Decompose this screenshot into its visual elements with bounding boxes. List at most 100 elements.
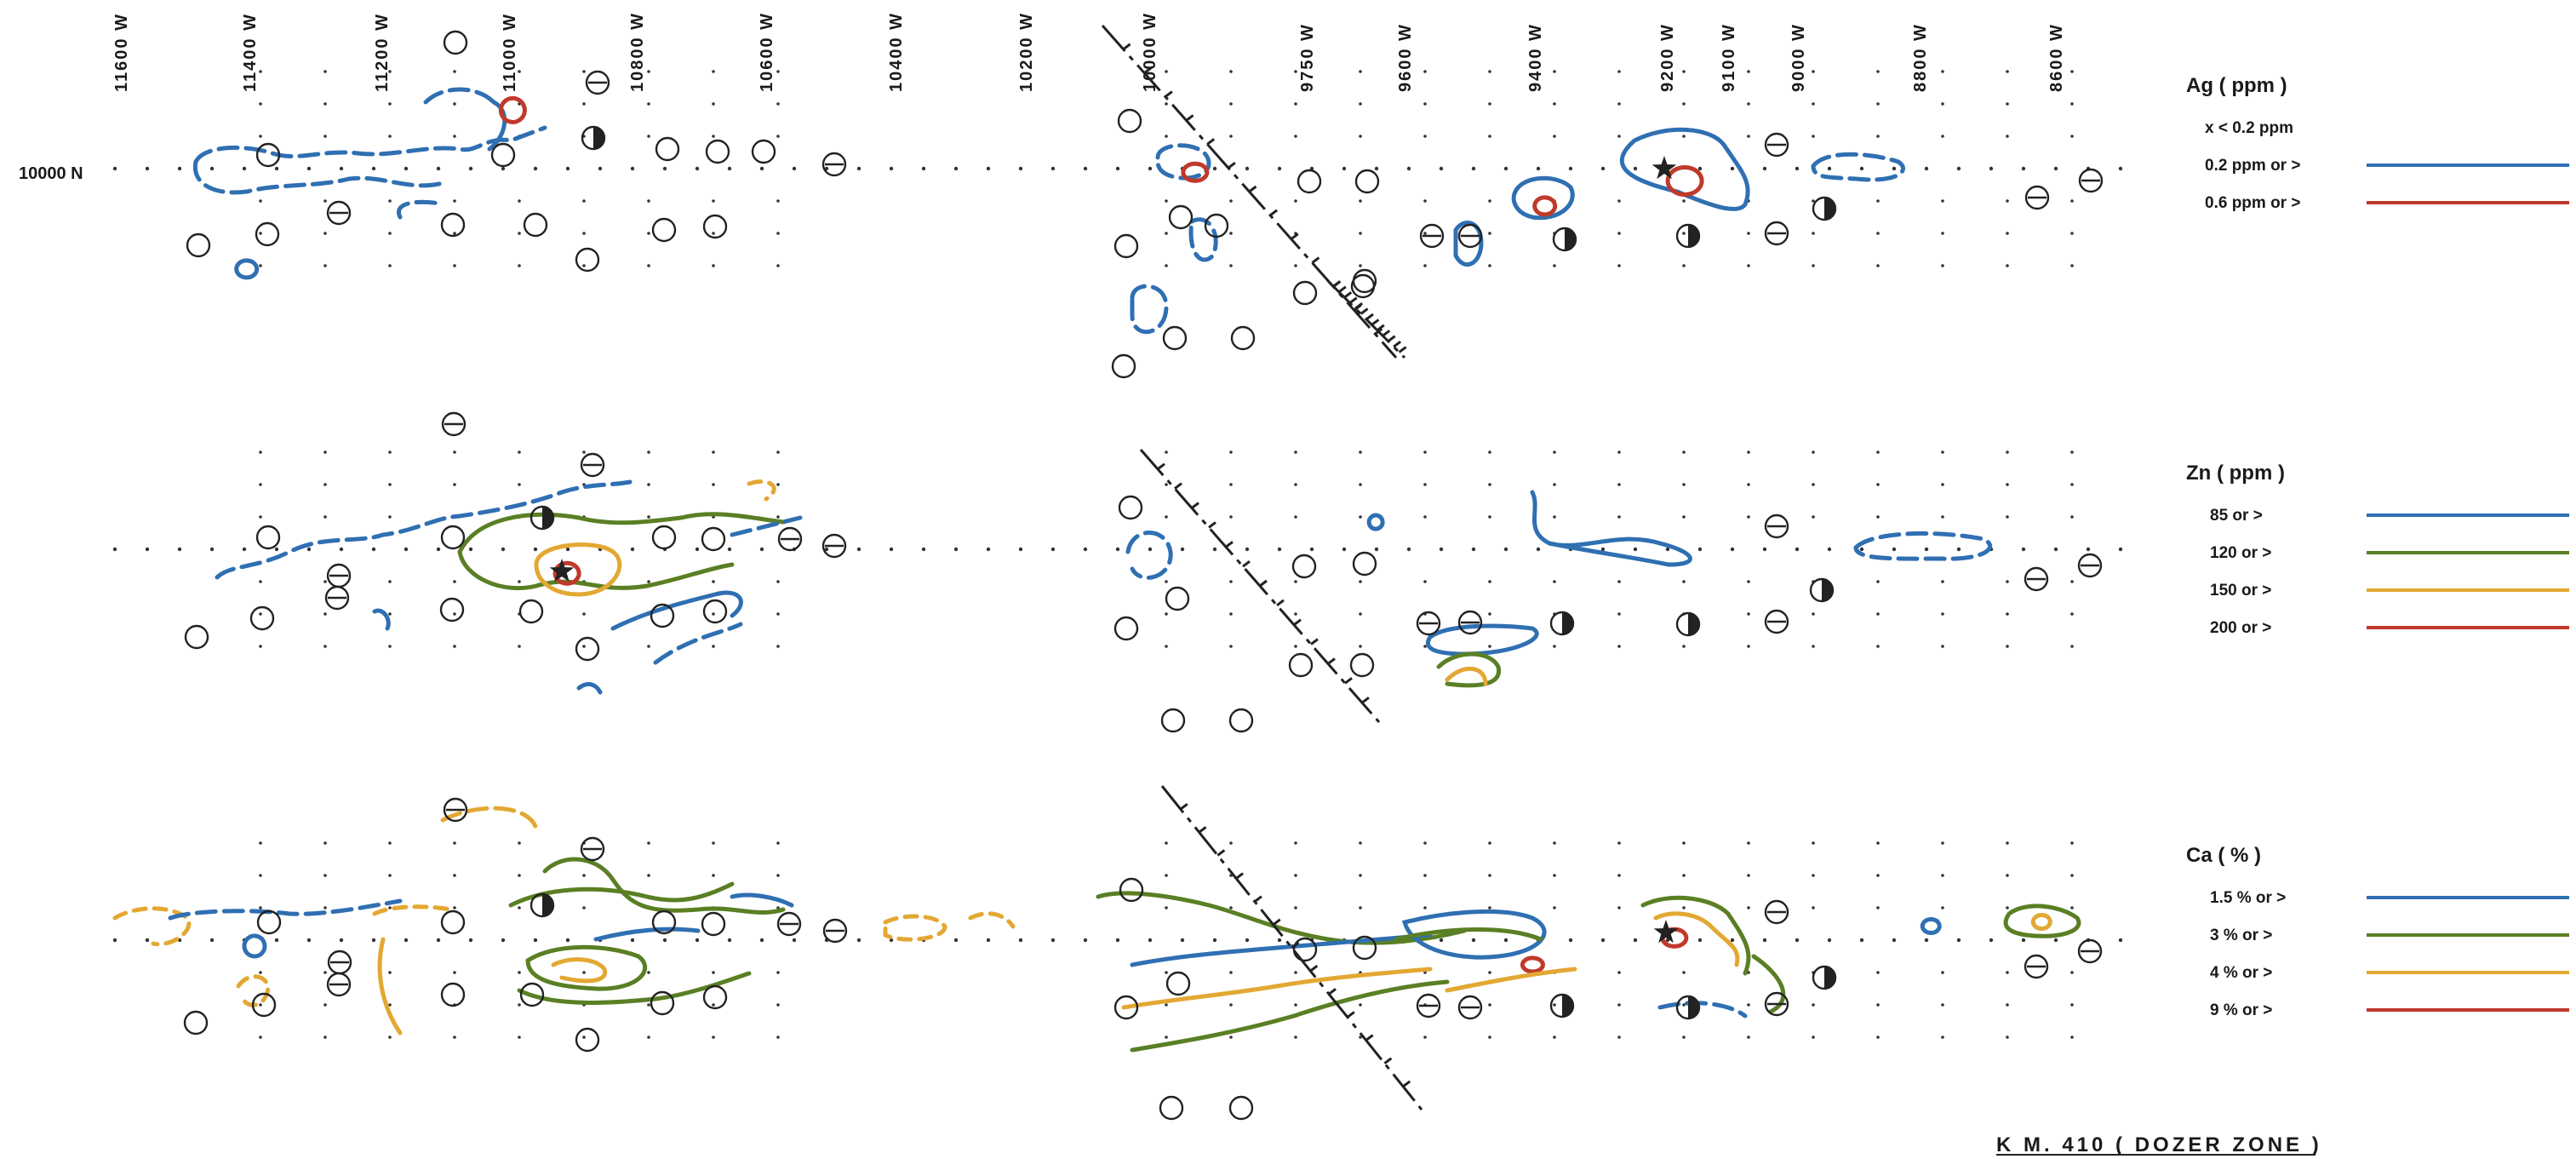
sample-symbol xyxy=(530,505,555,531)
fault-line xyxy=(1160,785,1423,1110)
legend-item-label: x < 0.2 ppm xyxy=(2205,119,2293,137)
column-label: 10600 W xyxy=(758,12,776,92)
sample-symbol xyxy=(1419,223,1445,249)
sample-symbol xyxy=(822,918,848,944)
column-label: 9750 W xyxy=(1298,23,1317,92)
sample-symbol xyxy=(575,247,600,273)
contour-line xyxy=(1096,891,1467,945)
legend-item-label: 120 or > xyxy=(2210,544,2271,562)
sample-symbol xyxy=(821,152,847,177)
sample-symbol xyxy=(776,911,802,937)
contour-line xyxy=(1520,955,1545,974)
sample-symbol xyxy=(1204,213,1229,238)
sample-symbol xyxy=(580,452,605,478)
sample-symbol xyxy=(326,200,352,226)
contour-line xyxy=(112,906,192,947)
legend-item-label: 0.6 ppm or > xyxy=(2205,194,2300,212)
contour-line xyxy=(372,608,391,631)
contour-line xyxy=(552,560,581,586)
sample-symbol xyxy=(1675,995,1701,1020)
sample-symbol xyxy=(1350,273,1376,299)
contour-line xyxy=(1530,490,1692,567)
contour-line xyxy=(440,806,539,831)
sample-symbol xyxy=(1764,221,1789,246)
sample-symbol xyxy=(440,525,466,550)
sample-symbol xyxy=(1354,169,1380,194)
sample-symbol xyxy=(1168,204,1194,230)
contour-line xyxy=(525,944,648,991)
contour-line xyxy=(542,857,786,915)
sample-symbol xyxy=(255,525,281,550)
map-panel xyxy=(112,25,2123,379)
sample-symbol xyxy=(1416,993,1441,1018)
sample-symbol xyxy=(1809,577,1835,603)
sample-symbol xyxy=(1228,1095,1254,1121)
contour-line xyxy=(551,957,608,984)
contour-line xyxy=(1394,927,1543,942)
sample-symbol xyxy=(1165,586,1190,611)
contour-line xyxy=(2003,904,2081,938)
contour-line xyxy=(457,512,786,554)
contour-line xyxy=(534,542,622,597)
sample-symbol xyxy=(751,139,776,164)
legend-item-label: 3 % or > xyxy=(2210,927,2272,944)
sample-symbol xyxy=(1549,993,1575,1018)
map-title-footer: K M. 410 ( DOZER ZONE ) xyxy=(1996,1133,2322,1156)
sample-symbol xyxy=(1812,965,1837,990)
sample-symbol xyxy=(2077,938,2103,964)
contour-line xyxy=(372,904,454,916)
fault-line xyxy=(1326,279,1407,359)
sample-symbol xyxy=(651,909,677,935)
column-label: 10800 W xyxy=(628,12,647,92)
sample-symbol xyxy=(651,217,677,243)
sample-symbol xyxy=(701,911,726,937)
sample-symbol xyxy=(1291,554,1317,579)
sample-symbol xyxy=(441,411,467,437)
sample-symbol xyxy=(702,599,728,624)
contour-line xyxy=(1426,623,1539,657)
legend-item-label: 9 % or > xyxy=(2210,1001,2272,1019)
contour-line xyxy=(377,937,403,1036)
contour-line xyxy=(2030,912,2052,931)
sample-symbol xyxy=(575,636,600,662)
column-label: 8800 W xyxy=(1911,23,1930,92)
contour-line xyxy=(1532,195,1558,217)
legend-block: Ca ( % ) 1.5 % or > 3 % or > 4 % or > 9 % or… xyxy=(2186,844,2569,1019)
contour-line xyxy=(1121,967,1433,1010)
contour-line xyxy=(1665,165,1704,197)
contour-line xyxy=(730,892,794,908)
contour-line xyxy=(1181,161,1210,183)
sample-symbol xyxy=(184,624,209,650)
sample-symbol xyxy=(1113,995,1139,1020)
contour-line xyxy=(236,974,271,1007)
contour-line xyxy=(1125,531,1173,580)
legend-item-label: 0.2 ppm or > xyxy=(2205,157,2300,175)
sample-symbol xyxy=(326,972,352,997)
column-label: 10400 W xyxy=(887,12,906,92)
sample-symbol xyxy=(1352,935,1377,961)
sample-symbol xyxy=(1352,551,1377,577)
sample-symbol xyxy=(581,125,606,151)
contour-line xyxy=(192,159,445,195)
sample-symbol xyxy=(2024,185,2050,210)
contour-line xyxy=(1436,651,1502,688)
contour-line xyxy=(1619,127,1750,211)
sample-symbol xyxy=(1117,108,1142,134)
sample-symbol xyxy=(440,212,466,238)
sample-symbol xyxy=(650,603,675,628)
legend-item-label: 85 or > xyxy=(2210,507,2263,525)
contour-line xyxy=(593,927,701,942)
sample-symbol xyxy=(519,982,545,1007)
sample-symbol xyxy=(655,136,680,162)
sample-symbol xyxy=(1812,196,1837,221)
sample-symbol xyxy=(2078,168,2104,193)
column-label: 11200 W xyxy=(373,13,392,92)
contour-line xyxy=(883,914,947,942)
contour-line xyxy=(1811,152,1905,182)
sample-symbol xyxy=(1160,708,1186,733)
sample-symbol xyxy=(1111,353,1136,379)
contour-line xyxy=(1920,916,1942,935)
sample-symbol xyxy=(443,797,468,823)
contour-line xyxy=(1853,531,1992,561)
sample-symbol xyxy=(821,533,847,559)
